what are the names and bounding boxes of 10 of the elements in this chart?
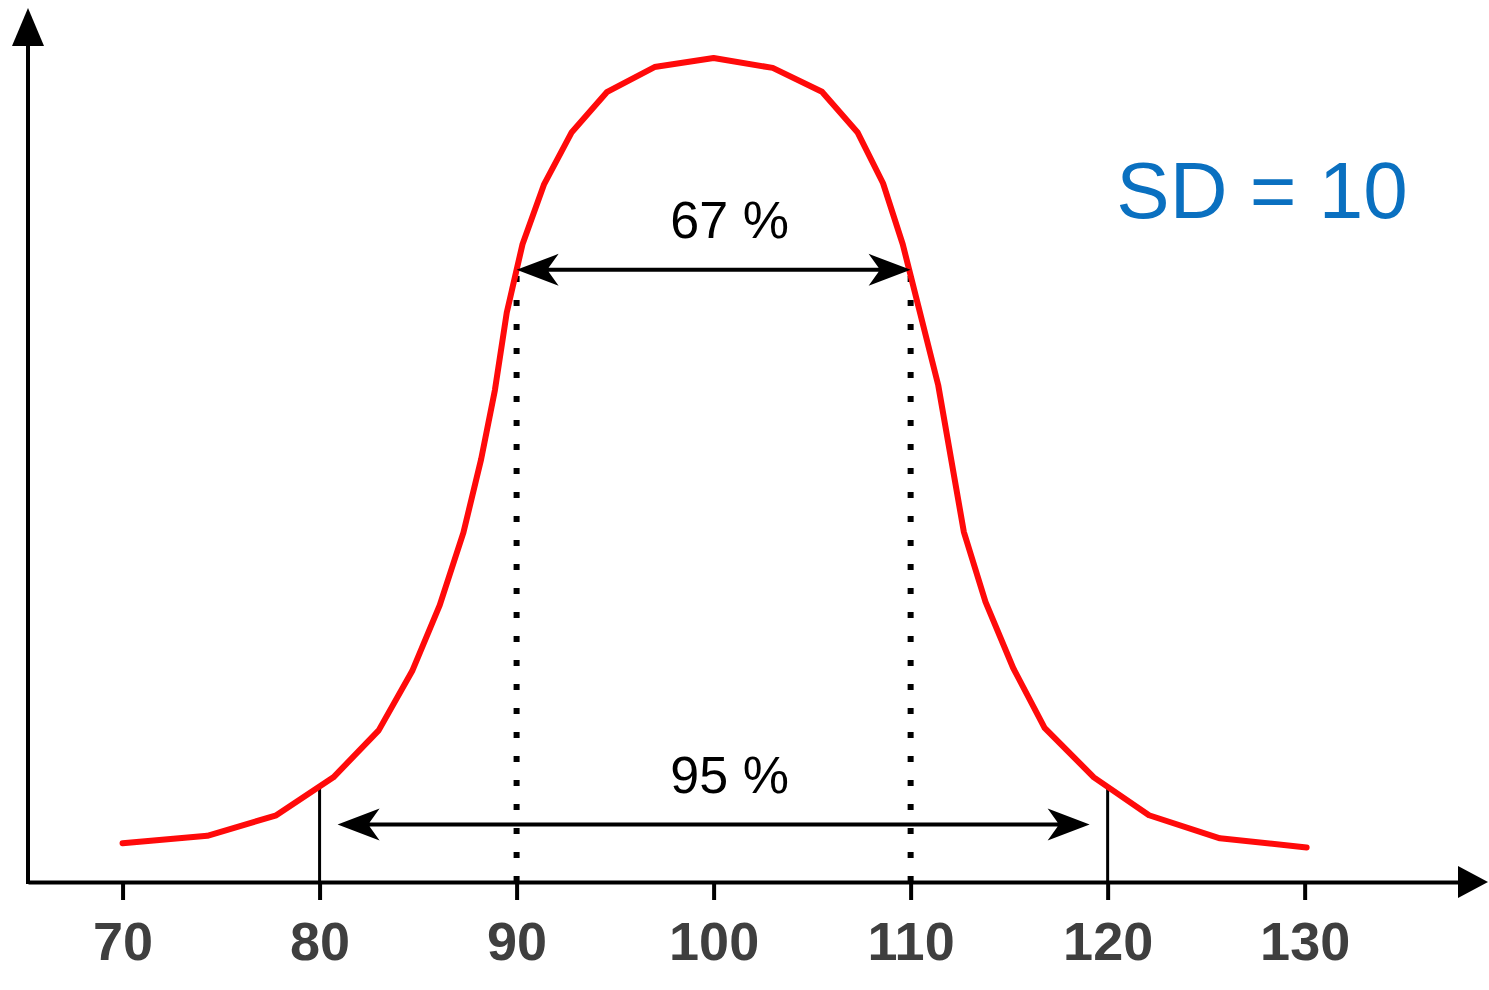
annotation: 67 % — [670, 190, 789, 249]
x-tick-label: 90 — [487, 910, 548, 971]
x-tick-label: 110 — [867, 910, 955, 971]
annotation: 95 % — [670, 745, 789, 804]
x-tick-label: 130 — [1260, 910, 1351, 971]
x-tick-label: 120 — [1063, 910, 1154, 971]
annotation: SD = 10 — [1116, 146, 1408, 235]
x-tick-label: 100 — [669, 910, 760, 971]
x-tick-label: 70 — [93, 910, 154, 971]
x-tick-label: 80 — [290, 910, 351, 971]
